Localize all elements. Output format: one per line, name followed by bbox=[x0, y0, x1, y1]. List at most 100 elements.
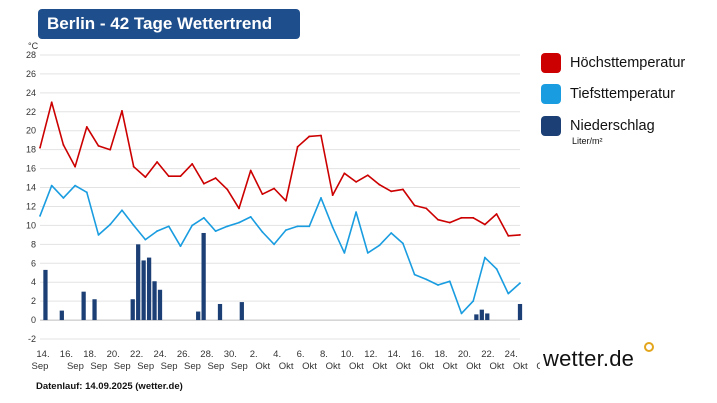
high-temperature-point bbox=[320, 134, 322, 137]
precipitation-bar bbox=[92, 299, 97, 321]
legend-precip-unit: Liter/m² bbox=[572, 136, 603, 146]
high-temperature-point bbox=[366, 174, 369, 177]
y-axis-unit: °C bbox=[28, 41, 39, 51]
low-temperature-point bbox=[109, 223, 112, 226]
high-temperature-point bbox=[308, 135, 311, 138]
precipitation-bar bbox=[130, 299, 135, 321]
x-tick-month: Sep bbox=[161, 361, 178, 372]
x-tick-month: Okt bbox=[255, 361, 270, 372]
x-tick-month: Okt bbox=[279, 361, 294, 372]
y-tick-label: 28 bbox=[26, 50, 36, 60]
y-tick-label: 18 bbox=[26, 145, 36, 155]
high-temperature-point bbox=[121, 109, 123, 112]
legend-item-low[interactable]: Tiefsttemperatur bbox=[541, 84, 675, 104]
precipitation-bar bbox=[485, 313, 490, 321]
legend-label-high: Höchsttemperatur bbox=[570, 55, 686, 71]
high-temperature-point bbox=[39, 146, 41, 149]
high-temperature-point bbox=[296, 145, 299, 148]
x-tick-month: Okt bbox=[326, 361, 341, 372]
x-tick-day: 14. bbox=[36, 349, 49, 360]
low-temperature-point bbox=[191, 224, 194, 227]
low-temperature-point bbox=[366, 251, 369, 254]
legend-item-high[interactable]: Höchsttemperatur bbox=[541, 53, 685, 73]
high-temperature-point bbox=[214, 177, 217, 179]
y-tick-label: 20 bbox=[26, 126, 36, 136]
precipitation-bar bbox=[217, 303, 223, 321]
precipitation-bar bbox=[201, 232, 206, 321]
y-tick-label: 26 bbox=[26, 69, 36, 79]
x-tick-day: 24. bbox=[153, 349, 166, 360]
low-temperature-point bbox=[519, 282, 521, 285]
x-tick-day: 28. bbox=[200, 349, 213, 360]
precipitation-bar bbox=[517, 303, 523, 321]
high-temperature-point bbox=[519, 233, 521, 236]
x-tick-month: Okt bbox=[372, 361, 387, 372]
high-temperature-point bbox=[507, 234, 510, 237]
low-temperature-point bbox=[39, 215, 41, 217]
legend-item-precip[interactable]: Niederschlag bbox=[541, 116, 655, 136]
x-tick-day: 18. bbox=[83, 349, 96, 360]
low-temperature-point bbox=[179, 245, 182, 248]
data-run-footer: Datenlauf: 14.09.2025 (wetter.de) bbox=[36, 381, 183, 392]
high-temperature-point bbox=[156, 161, 158, 163]
low-temperature-point bbox=[284, 229, 287, 232]
x-tick-day: 20. bbox=[458, 349, 471, 360]
x-tick-month: Okt bbox=[513, 361, 528, 372]
x-tick-month: Sep bbox=[137, 361, 154, 372]
x-tick-month: Okt bbox=[466, 361, 481, 372]
precipitation-bar bbox=[141, 260, 146, 321]
y-tick-label: 8 bbox=[31, 239, 36, 249]
x-tick-month: Okt bbox=[302, 361, 317, 372]
low-temperature-point bbox=[156, 230, 158, 232]
precipitation-bar bbox=[59, 310, 64, 321]
y-tick-label: 16 bbox=[26, 164, 36, 174]
x-tick-month: Sep bbox=[32, 361, 49, 372]
x-tick-month: Sep bbox=[207, 361, 224, 372]
high-temperature-point bbox=[402, 188, 404, 191]
low-temperature-point bbox=[378, 244, 381, 247]
x-tick-day: 16. bbox=[60, 349, 73, 360]
low-temperature-point bbox=[132, 224, 135, 227]
x-tick-month: Okt bbox=[443, 361, 458, 372]
chart-title: Berlin - 42 Tage Wettertrend bbox=[38, 9, 300, 39]
precipitation-bar bbox=[136, 244, 141, 321]
y-tick-label: 0 bbox=[31, 315, 36, 325]
x-tick-day: 6. bbox=[297, 349, 305, 360]
high-temperature-point bbox=[413, 204, 416, 207]
high-temperature-point bbox=[378, 183, 381, 186]
high-temperature-point bbox=[495, 213, 498, 215]
y-tick-label: 24 bbox=[26, 88, 36, 98]
low-temperature-point bbox=[203, 216, 205, 219]
x-tick-day: 22. bbox=[481, 349, 494, 360]
legend-swatch-low bbox=[541, 84, 561, 104]
x-tick-day: 10. bbox=[341, 349, 354, 360]
low-temperature-point bbox=[390, 232, 393, 234]
high-temperature-point bbox=[472, 216, 475, 219]
low-temperature-point bbox=[413, 273, 416, 276]
low-temperature-line bbox=[39, 184, 521, 315]
x-tick-day: 2. bbox=[250, 349, 258, 360]
low-temperature-point bbox=[238, 221, 240, 224]
low-temperature-point bbox=[121, 209, 123, 212]
legend-label-precip: Niederschlag bbox=[570, 118, 655, 134]
y-tick-label: 14 bbox=[26, 183, 36, 193]
precipitation-bar bbox=[479, 309, 484, 321]
high-temperature-point bbox=[74, 165, 77, 168]
high-temperature-point bbox=[191, 162, 194, 165]
x-tick-month: Sep bbox=[90, 361, 107, 372]
high-temperature-point bbox=[390, 190, 393, 193]
high-temperature-point bbox=[448, 221, 451, 224]
low-temperature-point bbox=[85, 191, 88, 194]
wetter-logo[interactable]: wetter.de bbox=[543, 346, 635, 371]
x-tick-month: Sep bbox=[67, 361, 84, 372]
precipitation-bar bbox=[157, 289, 163, 321]
high-temperature-point bbox=[460, 216, 463, 219]
y-tick-label: -2 bbox=[28, 334, 36, 344]
y-tick-label: 6 bbox=[31, 258, 36, 268]
low-temperature-point bbox=[320, 197, 322, 199]
x-tick-month: Okt bbox=[489, 361, 504, 372]
x-tick-month: Sep bbox=[231, 361, 248, 372]
x-tick-day: 24. bbox=[505, 349, 518, 360]
low-temperature-point bbox=[343, 251, 346, 254]
x-tick-month: Okt bbox=[349, 361, 364, 372]
